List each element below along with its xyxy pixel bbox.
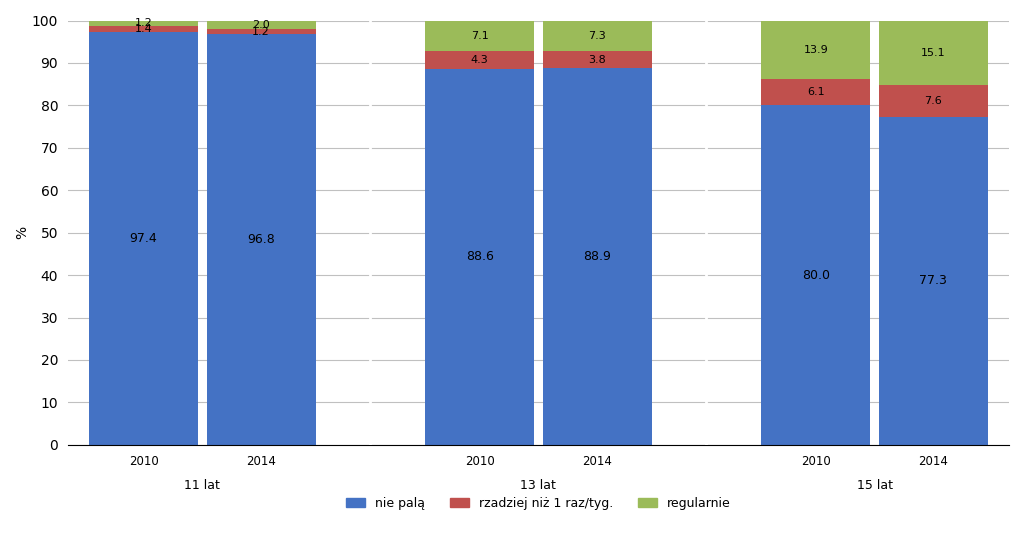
- Bar: [879, 84, 988, 117]
- Bar: [89, 26, 198, 31]
- Text: 15 lat: 15 lat: [856, 479, 893, 492]
- Bar: [425, 69, 535, 445]
- Bar: [89, 31, 198, 445]
- Text: 97.4: 97.4: [130, 231, 158, 245]
- Text: 3.8: 3.8: [589, 55, 606, 64]
- Bar: [543, 68, 652, 445]
- Text: 7.6: 7.6: [925, 96, 942, 106]
- Bar: [879, 21, 988, 84]
- Bar: [425, 51, 535, 69]
- Text: 1.2: 1.2: [252, 26, 270, 36]
- Bar: [543, 21, 652, 51]
- Bar: [207, 34, 315, 445]
- Bar: [761, 79, 870, 105]
- Text: 11 lat: 11 lat: [184, 479, 220, 492]
- Bar: [425, 21, 535, 51]
- Text: 7.3: 7.3: [589, 31, 606, 41]
- Text: 96.8: 96.8: [247, 233, 275, 246]
- Bar: [89, 21, 198, 26]
- Text: 4.3: 4.3: [471, 55, 488, 65]
- Legend: nie palą, rzadziej niż 1 raz/tyg., regularnie: nie palą, rzadziej niż 1 raz/tyg., regul…: [341, 492, 735, 515]
- Text: 13 lat: 13 lat: [520, 479, 556, 492]
- Bar: [543, 51, 652, 68]
- Bar: [761, 21, 870, 79]
- Text: 88.6: 88.6: [466, 250, 494, 263]
- Text: 2.0: 2.0: [252, 20, 270, 30]
- Text: 77.3: 77.3: [920, 274, 947, 287]
- Bar: [879, 117, 988, 445]
- Text: 15.1: 15.1: [921, 48, 946, 58]
- Text: 7.1: 7.1: [471, 31, 488, 41]
- Text: 80.0: 80.0: [802, 268, 829, 282]
- Bar: [207, 29, 315, 34]
- Text: 1.4: 1.4: [134, 23, 153, 34]
- Text: 6.1: 6.1: [807, 87, 824, 97]
- Bar: [207, 21, 315, 29]
- Y-axis label: %: %: [15, 226, 29, 239]
- Bar: [761, 105, 870, 445]
- Text: 1.2: 1.2: [134, 18, 153, 28]
- Text: 13.9: 13.9: [804, 45, 828, 55]
- Text: 88.9: 88.9: [584, 250, 611, 263]
